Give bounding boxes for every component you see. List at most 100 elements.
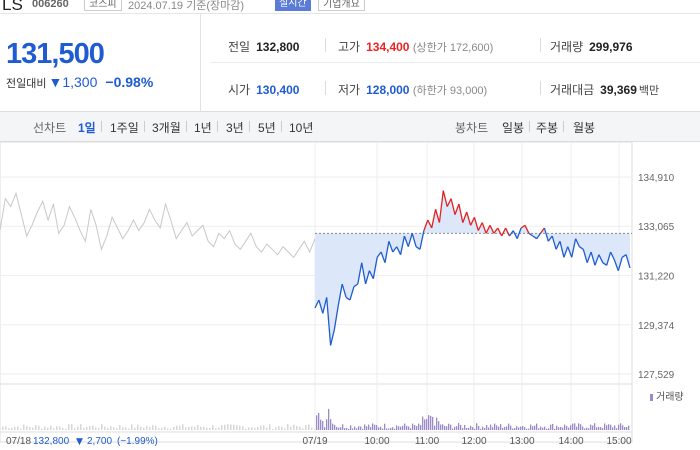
volume-bar bbox=[360, 426, 362, 430]
volume-bar bbox=[556, 425, 558, 430]
volume-bar bbox=[478, 425, 480, 430]
tab-daily[interactable]: 일봉 bbox=[502, 121, 525, 135]
divider bbox=[217, 121, 218, 132]
volume-bar bbox=[518, 427, 520, 430]
volume-bar bbox=[320, 419, 322, 430]
divider bbox=[540, 38, 541, 52]
volume-bar bbox=[260, 425, 262, 430]
today-series-segment bbox=[368, 270, 374, 279]
low-value: 128,000 bbox=[366, 83, 410, 97]
volume-bar bbox=[233, 424, 235, 430]
today-series-segment bbox=[318, 299, 324, 314]
volume-bar bbox=[173, 426, 175, 430]
volume-bar bbox=[520, 426, 522, 430]
volume-bar bbox=[582, 426, 584, 430]
volume-bar bbox=[83, 428, 85, 430]
volume-bar bbox=[68, 424, 70, 430]
volume-bar bbox=[2, 426, 4, 430]
volume-bar bbox=[596, 427, 598, 430]
volume-bar bbox=[594, 423, 596, 430]
tab-1w[interactable]: 1주일 bbox=[110, 121, 139, 135]
low-label: 저가 bbox=[338, 83, 361, 97]
volume-bar bbox=[554, 428, 556, 430]
today-series-segment bbox=[462, 211, 468, 223]
today-series-segment bbox=[512, 230, 518, 239]
company-info-dropdown[interactable]: 기업개요 bbox=[318, 0, 365, 11]
volume-bar bbox=[348, 428, 350, 430]
realtime-button[interactable]: 실시간 bbox=[275, 0, 311, 11]
volume-bar bbox=[604, 423, 606, 430]
tab-3m[interactable]: 3개월 bbox=[152, 121, 181, 135]
volume-bar bbox=[492, 427, 494, 430]
today-series-segment bbox=[477, 222, 483, 231]
current-price: 131,500 bbox=[6, 38, 105, 70]
today-series-segment bbox=[333, 305, 339, 330]
volume-bar bbox=[566, 426, 568, 430]
volume-bar bbox=[486, 425, 488, 430]
today-series-segment bbox=[571, 238, 577, 258]
today-series-segment bbox=[617, 257, 623, 271]
volume-bar bbox=[137, 424, 139, 430]
volume-bar bbox=[293, 424, 295, 430]
volume-bar bbox=[23, 424, 25, 430]
volume-bar bbox=[368, 424, 370, 430]
volume-bar bbox=[35, 425, 37, 430]
high-label: 고가 bbox=[338, 40, 361, 54]
volume-bar bbox=[230, 424, 232, 430]
volume-bar bbox=[588, 428, 590, 430]
volume-bar bbox=[614, 425, 616, 430]
volume-bar bbox=[158, 428, 160, 430]
volume-bar bbox=[257, 427, 259, 430]
today-series-segment bbox=[497, 227, 503, 237]
volume-bar bbox=[346, 428, 348, 430]
today-series-segment bbox=[438, 190, 444, 223]
y-tick-label: 133,065 bbox=[638, 222, 675, 233]
change-label: 전일대비 bbox=[6, 78, 47, 90]
x-tick-label: 10:00 bbox=[364, 436, 389, 447]
x-tick-label: 11:00 bbox=[415, 436, 440, 447]
today-series-segment bbox=[508, 230, 514, 237]
volume-bar bbox=[47, 427, 49, 430]
volume-bar bbox=[236, 425, 238, 430]
volume-bar bbox=[167, 428, 169, 430]
volume-bar bbox=[334, 424, 336, 430]
volume-bar bbox=[344, 428, 346, 430]
volume-bar bbox=[296, 426, 298, 430]
volume-bar bbox=[482, 426, 484, 430]
today-series-segment bbox=[384, 241, 390, 263]
volume-bar bbox=[350, 425, 352, 430]
today-series-segment bbox=[493, 227, 499, 234]
volume-legend-label: 거래량 bbox=[656, 391, 684, 403]
volume-bar bbox=[514, 428, 516, 430]
divider bbox=[200, 14, 201, 112]
volume-bar bbox=[77, 426, 79, 430]
tab-3y[interactable]: 3년 bbox=[226, 121, 244, 135]
tab-monthly[interactable]: 월봉 bbox=[573, 121, 596, 135]
prev-close: 전일 132,800 bbox=[228, 38, 299, 55]
open-price: 시가 130,400 bbox=[228, 81, 299, 98]
volume-bar bbox=[314, 428, 316, 430]
tab-1y[interactable]: 1년 bbox=[194, 121, 212, 135]
tab-5y[interactable]: 5년 bbox=[258, 121, 276, 135]
tab-10y[interactable]: 10년 bbox=[289, 121, 314, 135]
prev-day-change: 2,700 bbox=[87, 436, 112, 447]
volume-bar bbox=[92, 425, 94, 430]
volume-bar bbox=[570, 425, 572, 430]
volume-bar bbox=[442, 424, 444, 430]
volume-bar bbox=[408, 426, 410, 430]
volume: 거래량 299,976 bbox=[550, 38, 633, 55]
divider bbox=[325, 81, 326, 95]
volume-bar bbox=[622, 425, 624, 430]
tab-weekly[interactable]: 주봉 bbox=[536, 121, 559, 135]
volume-bar bbox=[396, 425, 398, 430]
volume-bar bbox=[458, 423, 460, 430]
volume-bar bbox=[209, 427, 211, 430]
volume-bar bbox=[598, 426, 600, 430]
lower-limit: (하한가 93,000) bbox=[412, 85, 488, 97]
volume-bar bbox=[308, 424, 310, 430]
volume-bar bbox=[446, 426, 448, 430]
x-tick-label: 15:00 bbox=[606, 436, 631, 447]
tab-1d[interactable]: 1일 bbox=[78, 121, 96, 135]
volume-bar bbox=[592, 425, 594, 430]
volume-bar bbox=[400, 426, 402, 430]
